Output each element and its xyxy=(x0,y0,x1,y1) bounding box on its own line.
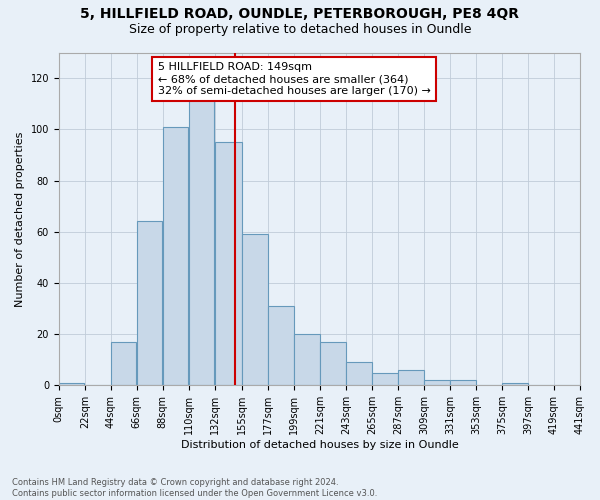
Bar xyxy=(268,306,293,386)
Text: Size of property relative to detached houses in Oundle: Size of property relative to detached ho… xyxy=(129,22,471,36)
Text: Contains HM Land Registry data © Crown copyright and database right 2024.
Contai: Contains HM Land Registry data © Crown c… xyxy=(12,478,377,498)
Bar xyxy=(163,127,188,386)
Bar xyxy=(137,222,163,386)
Bar xyxy=(59,383,85,386)
Bar xyxy=(346,362,371,386)
Bar xyxy=(215,142,242,386)
Bar xyxy=(242,234,268,386)
Bar xyxy=(450,380,476,386)
Bar xyxy=(111,342,136,386)
Y-axis label: Number of detached properties: Number of detached properties xyxy=(15,131,25,306)
Bar xyxy=(294,334,320,386)
Text: 5 HILLFIELD ROAD: 149sqm
← 68% of detached houses are smaller (364)
32% of semi-: 5 HILLFIELD ROAD: 149sqm ← 68% of detach… xyxy=(158,62,431,96)
Bar xyxy=(424,380,449,386)
Bar xyxy=(372,372,398,386)
Bar xyxy=(189,98,214,386)
Text: 5, HILLFIELD ROAD, OUNDLE, PETERBOROUGH, PE8 4QR: 5, HILLFIELD ROAD, OUNDLE, PETERBOROUGH,… xyxy=(80,8,520,22)
X-axis label: Distribution of detached houses by size in Oundle: Distribution of detached houses by size … xyxy=(181,440,458,450)
Bar xyxy=(320,342,346,386)
Bar xyxy=(502,383,528,386)
Bar xyxy=(398,370,424,386)
